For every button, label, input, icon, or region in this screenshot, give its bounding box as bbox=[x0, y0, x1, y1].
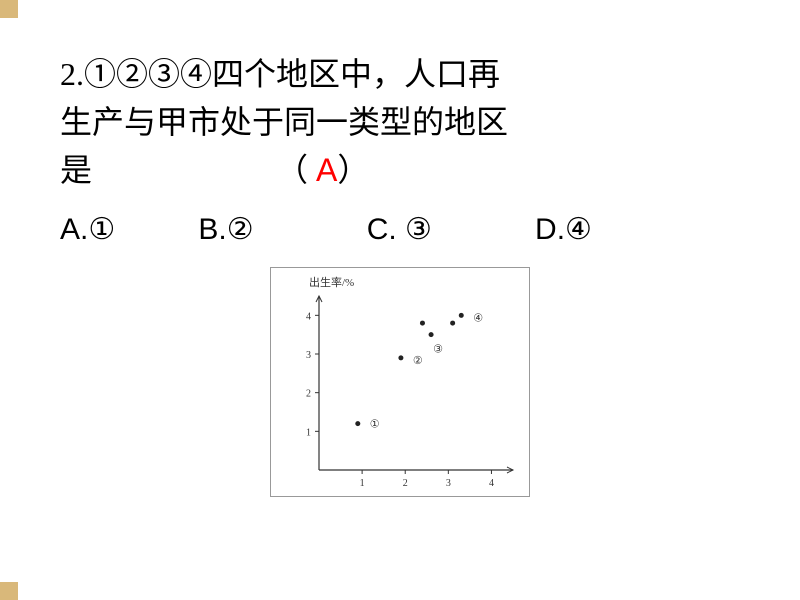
option-b: B.② bbox=[198, 212, 358, 247]
svg-text:3: 3 bbox=[446, 478, 451, 489]
svg-text:④: ④ bbox=[473, 312, 483, 324]
svg-text:③: ③ bbox=[433, 344, 443, 356]
question-number: 2. bbox=[60, 56, 84, 92]
svg-text:4: 4 bbox=[306, 311, 311, 322]
svg-text:2: 2 bbox=[403, 478, 408, 489]
svg-text:1: 1 bbox=[306, 427, 311, 438]
svg-text:3: 3 bbox=[306, 350, 311, 361]
question-line-2: 生产与甲市处于同一类型的地区 bbox=[60, 98, 740, 146]
svg-text:1: 1 bbox=[360, 478, 365, 489]
chart-container: 出生率/% 1 2 3 4 1 2 3 4 ① ②③ ④ bbox=[270, 267, 530, 502]
question-part3-prefix: 是 bbox=[60, 152, 92, 188]
slide-corner-top-left bbox=[0, 0, 18, 18]
paren-open: （ bbox=[276, 152, 308, 188]
question-line-3: 是 （ A） bbox=[60, 146, 740, 194]
question-text: 2.①②③④四个地区中，人口再 生产与甲市处于同一类型的地区 是 （ A） bbox=[60, 50, 740, 194]
svg-text:4: 4 bbox=[489, 478, 494, 489]
option-d: D.④ bbox=[535, 212, 592, 247]
answer-letter: A bbox=[316, 152, 337, 188]
scatter-chart: 出生率/% 1 2 3 4 1 2 3 4 ① ②③ ④ bbox=[270, 267, 530, 497]
option-a: A.① bbox=[60, 212, 190, 247]
slide-content: 2.①②③④四个地区中，人口再 生产与甲市处于同一类型的地区 是 （ A） A.… bbox=[0, 0, 800, 502]
question-line-1: 2.①②③④四个地区中，人口再 bbox=[60, 50, 740, 98]
slide-corner-bottom-left bbox=[0, 582, 18, 600]
svg-text:②: ② bbox=[413, 355, 423, 367]
answer-options: A.① B.② C. ③ D.④ bbox=[60, 212, 740, 247]
svg-text:出生率/%: 出生率/% bbox=[309, 275, 354, 289]
option-c: C. ③ bbox=[367, 212, 527, 247]
paren-close: ） bbox=[337, 152, 369, 188]
svg-text:2: 2 bbox=[306, 389, 311, 400]
svg-text:①: ① bbox=[370, 419, 380, 431]
question-part1: ①②③④四个地区中，人口再 bbox=[84, 56, 500, 92]
